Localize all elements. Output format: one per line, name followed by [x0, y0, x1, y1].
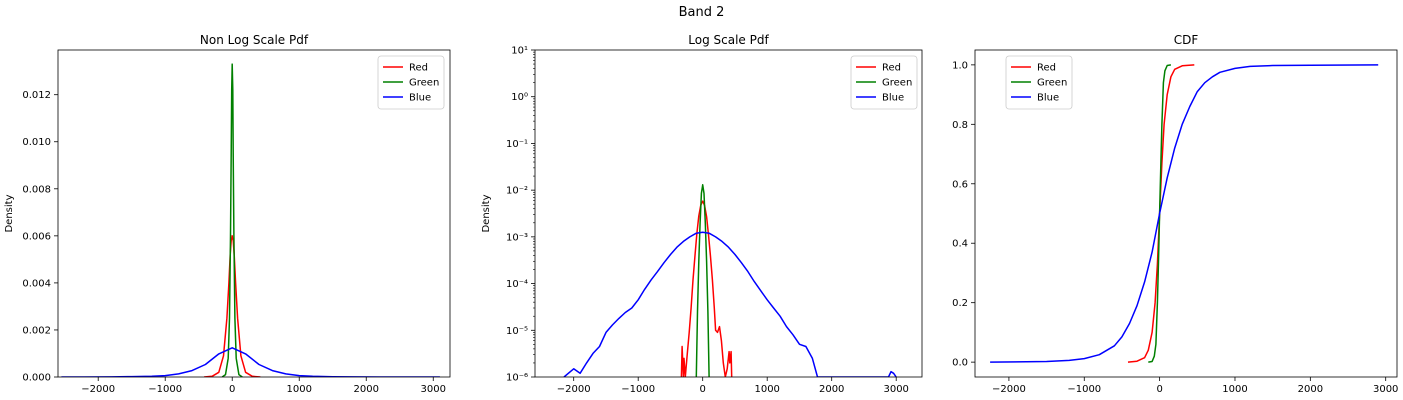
x-tick-label: 2000	[1298, 384, 1323, 395]
x-tick-label: −2000	[557, 384, 591, 395]
legend-label-green: Green	[882, 78, 912, 89]
y-tick-label: 0.0	[952, 358, 968, 369]
y-tick-label: 0.8	[952, 120, 968, 131]
axes-frame	[534, 49, 923, 378]
x-tick-label: −1000	[621, 384, 655, 395]
x-tick-label: 0	[229, 384, 235, 395]
x-tick-label: −2000	[992, 384, 1026, 395]
y-tick-label: 0.4	[952, 239, 968, 250]
series-line-red	[1127, 64, 1195, 363]
y-tick-label: 0.6	[952, 179, 968, 190]
x-tick-label: 3000	[421, 384, 446, 395]
y-tick-label: 0.002	[22, 325, 51, 336]
legend-label-red: Red	[1037, 63, 1056, 74]
x-tick-label: −1000	[1067, 384, 1101, 395]
y-axis-label: Density	[481, 194, 492, 232]
y-tick-label: 10⁻⁶	[506, 373, 528, 384]
y-tick-label: 0.010	[22, 137, 51, 148]
chart-title: CDF	[1174, 33, 1199, 47]
y-tick-label: 0.000	[22, 373, 51, 384]
legend-label-red: Red	[409, 63, 428, 74]
series-line-green	[221, 63, 243, 377]
y-tick-label: 10⁻⁴	[506, 279, 528, 290]
legend-label-green: Green	[1037, 78, 1067, 89]
legend: Red Green Blue	[377, 55, 445, 110]
legend-box	[850, 55, 918, 110]
y-tick-label: 1.0	[952, 60, 968, 71]
axes-frame	[57, 49, 451, 378]
series-line-red	[204, 235, 261, 377]
y-tick-label: 10⁻¹	[506, 139, 528, 150]
series-line-red	[680, 200, 733, 377]
x-tick-label: 1000	[754, 384, 779, 395]
x-tick-label: −2000	[81, 384, 115, 395]
y-tick-label: 0.006	[22, 231, 51, 242]
x-tick-label: 1000	[287, 384, 312, 395]
y-tick-label: 10⁻⁵	[506, 326, 528, 337]
plot-area	[563, 184, 897, 377]
legend-box	[377, 55, 445, 110]
y-tick-label: 0.008	[22, 184, 51, 195]
y-tick-label: 10⁰	[511, 92, 528, 103]
y-tick-label: 0.2	[952, 298, 968, 309]
legend-label-blue: Blue	[1037, 93, 1059, 104]
series-line-blue	[990, 64, 1379, 363]
axes-frame	[974, 49, 1398, 378]
series-line-green	[695, 184, 710, 377]
y-axis-label: Density	[4, 194, 15, 232]
series-line-blue	[563, 231, 897, 377]
x-tick-label: 3000	[883, 384, 908, 395]
chart-title: Log Scale Pdf	[688, 33, 769, 47]
y-tick-label: 0.004	[22, 278, 51, 289]
x-tick-label: 2000	[354, 384, 379, 395]
legend: Red Green Blue	[850, 55, 918, 110]
legend-label-blue: Blue	[882, 93, 904, 104]
legend-box	[1005, 55, 1073, 110]
plot-area	[990, 64, 1379, 363]
chart-title: Non Log Scale Pdf	[200, 33, 309, 47]
legend-label-green: Green	[409, 78, 439, 89]
x-tick-label: 1000	[1222, 384, 1247, 395]
y-tick-label: 10¹	[511, 46, 528, 57]
x-tick-label: 2000	[819, 384, 844, 395]
y-tick-label: 10⁻²	[506, 186, 528, 197]
y-tick-label: 10⁻³	[506, 232, 528, 243]
x-tick-label: 3000	[1373, 384, 1398, 395]
legend: Red Green Blue	[1005, 55, 1073, 110]
x-tick-label: 0	[700, 384, 706, 395]
legend-label-red: Red	[882, 63, 901, 74]
x-tick-label: 0	[1156, 384, 1162, 395]
x-tick-label: −1000	[148, 384, 182, 395]
y-tick-label: 0.012	[22, 90, 51, 101]
legend-label-blue: Blue	[409, 93, 431, 104]
figure-suptitle: Band 2	[678, 5, 725, 20]
